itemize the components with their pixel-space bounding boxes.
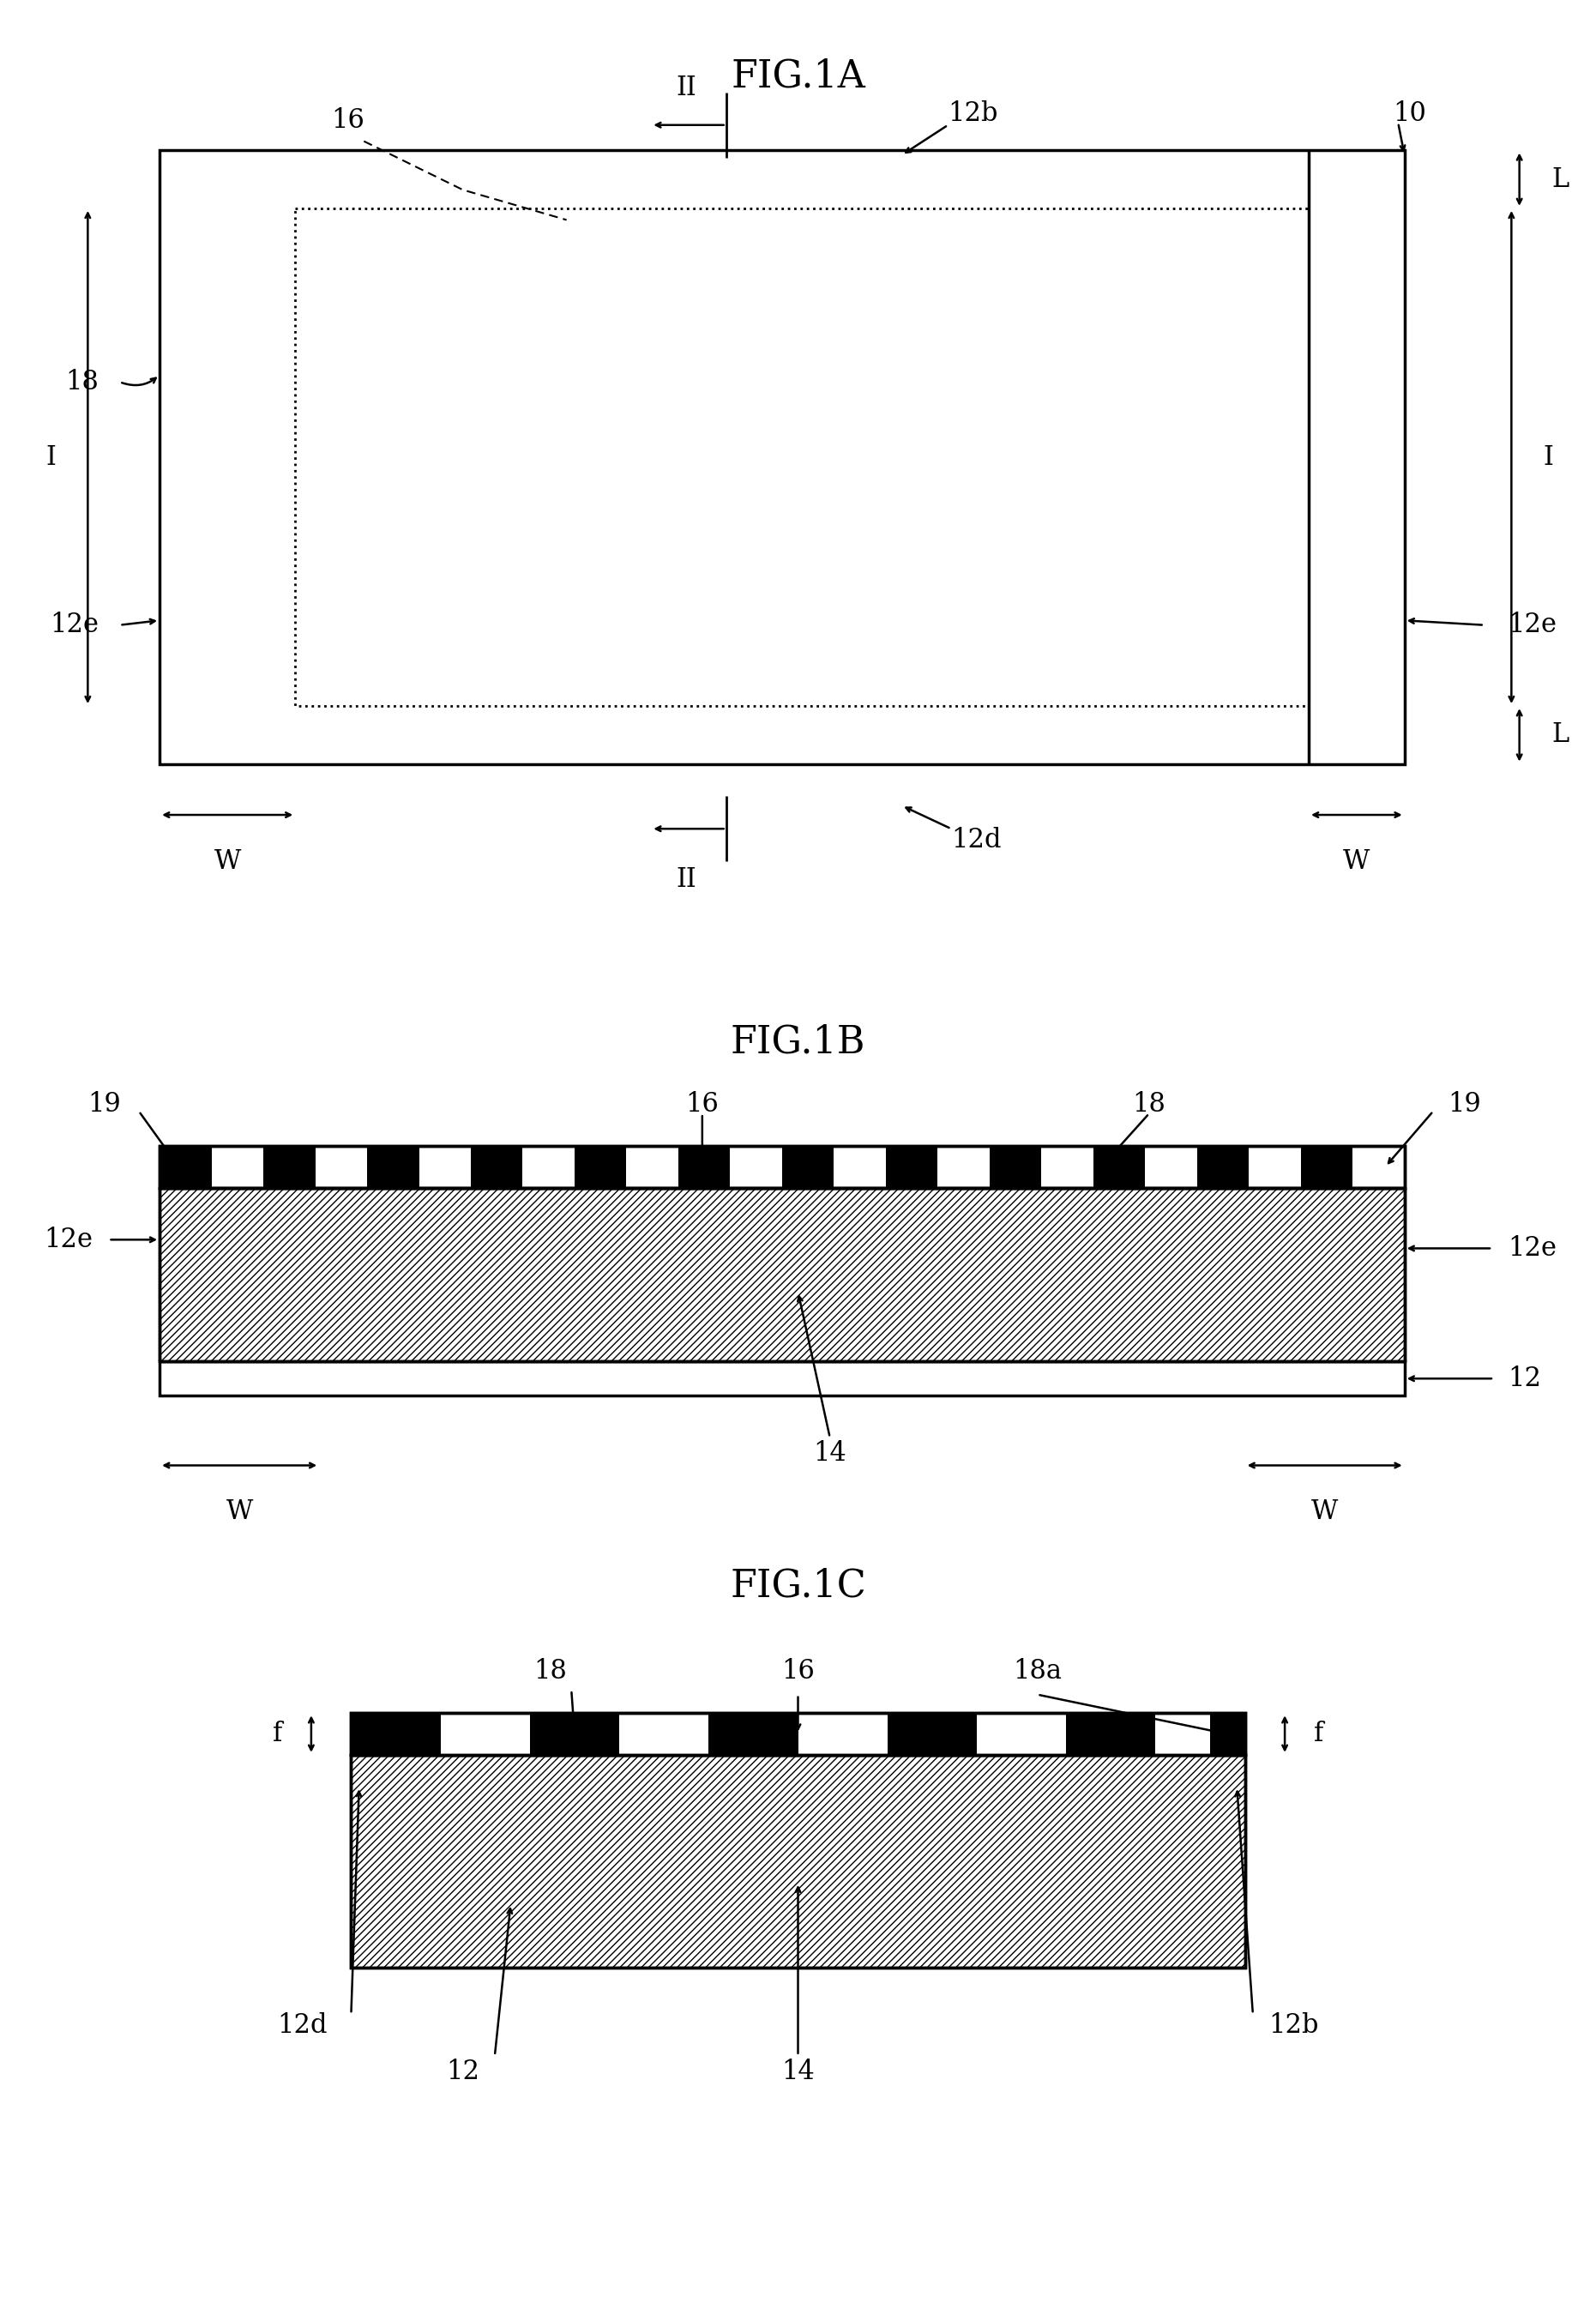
Bar xyxy=(160,1146,1404,1188)
Bar xyxy=(160,150,1404,764)
Text: 12e: 12e xyxy=(43,1227,93,1252)
Text: 19: 19 xyxy=(1448,1090,1481,1118)
Bar xyxy=(351,1713,1245,1755)
Text: 19: 19 xyxy=(88,1090,121,1118)
Text: f: f xyxy=(273,1720,282,1748)
Text: FIG.1A: FIG.1A xyxy=(731,58,865,95)
Bar xyxy=(160,1146,212,1188)
Bar xyxy=(263,1146,316,1188)
Text: 16: 16 xyxy=(332,106,364,134)
Bar xyxy=(160,1188,1404,1361)
Bar xyxy=(471,1146,523,1188)
Text: W: W xyxy=(1344,847,1369,875)
Bar xyxy=(678,1146,731,1188)
Text: 12: 12 xyxy=(1508,1366,1542,1391)
Bar xyxy=(1210,1713,1245,1755)
Text: 12b: 12b xyxy=(1269,2012,1318,2040)
Bar xyxy=(351,1713,386,1755)
Text: I: I xyxy=(1543,444,1553,470)
Bar xyxy=(990,1146,1041,1188)
Text: 12e: 12e xyxy=(1508,1236,1558,1262)
Text: L: L xyxy=(1551,722,1569,748)
Text: L: L xyxy=(1551,167,1569,192)
Bar xyxy=(1301,1146,1353,1188)
Text: 12b: 12b xyxy=(948,100,998,127)
Text: II: II xyxy=(677,74,696,102)
Bar xyxy=(160,1146,1404,1188)
Text: FIG.1C: FIG.1C xyxy=(729,1567,867,1604)
Text: 18: 18 xyxy=(1133,1090,1165,1118)
Text: 14: 14 xyxy=(814,1440,846,1468)
Text: 14: 14 xyxy=(782,2058,814,2086)
Bar xyxy=(575,1146,626,1188)
Bar xyxy=(886,1146,938,1188)
Text: W: W xyxy=(227,1498,252,1526)
Bar xyxy=(351,1713,1245,1755)
Text: 12e: 12e xyxy=(1508,611,1558,639)
Text: 18: 18 xyxy=(535,1658,567,1685)
Text: II: II xyxy=(677,866,696,894)
Bar xyxy=(160,1361,1404,1396)
Bar xyxy=(530,1713,619,1755)
Bar xyxy=(887,1713,977,1755)
Bar xyxy=(351,1713,440,1755)
Text: 16: 16 xyxy=(782,1658,814,1685)
Bar xyxy=(351,1755,1245,1968)
Bar xyxy=(709,1713,798,1755)
Bar xyxy=(351,1755,1245,1968)
Text: 18: 18 xyxy=(65,368,99,396)
Bar xyxy=(1197,1146,1248,1188)
Text: 10: 10 xyxy=(1393,100,1427,127)
Text: 12d: 12d xyxy=(951,826,1001,854)
Text: 12d: 12d xyxy=(278,2012,327,2040)
Bar xyxy=(1066,1713,1156,1755)
Text: 12e: 12e xyxy=(49,611,99,639)
Bar xyxy=(1093,1146,1144,1188)
Text: FIG.1B: FIG.1B xyxy=(731,1023,865,1060)
Text: 16: 16 xyxy=(686,1090,718,1118)
Bar xyxy=(367,1146,420,1188)
Text: f: f xyxy=(1314,1720,1323,1748)
Text: I: I xyxy=(46,444,56,470)
Text: W: W xyxy=(214,847,241,875)
Text: W: W xyxy=(1312,1498,1337,1526)
Text: 18a: 18a xyxy=(1013,1658,1061,1685)
Text: 12: 12 xyxy=(447,2058,479,2086)
Bar xyxy=(782,1146,833,1188)
